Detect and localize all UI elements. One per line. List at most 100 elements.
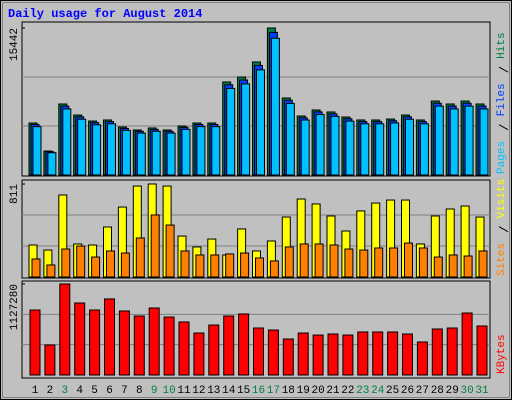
bar <box>419 123 429 176</box>
legend: KBytes <box>496 334 508 374</box>
x-tick-label: 1 <box>32 385 39 397</box>
bar <box>210 254 220 278</box>
bar <box>461 312 473 376</box>
x-tick-label: 20 <box>311 385 324 397</box>
bar <box>211 126 221 176</box>
bar <box>92 124 102 176</box>
bar <box>44 344 56 376</box>
bar <box>62 108 72 176</box>
bar <box>360 123 370 176</box>
bar <box>133 315 145 376</box>
bar <box>434 105 444 176</box>
bar <box>299 243 309 278</box>
bar <box>390 122 400 176</box>
bar <box>372 331 384 376</box>
bar <box>449 108 459 176</box>
bar <box>148 307 160 376</box>
legend: Sites Visits <box>496 179 509 276</box>
legend-separator <box>498 124 509 131</box>
bar <box>404 242 413 278</box>
x-tick-label: 31 <box>475 385 489 397</box>
chart-title: Daily usage for August 2014 <box>8 7 202 21</box>
bar <box>47 152 57 176</box>
x-tick-label: 11 <box>177 385 191 397</box>
legend-label: Files <box>496 83 508 116</box>
bar <box>193 332 205 376</box>
x-tick-label: 16 <box>252 385 265 397</box>
x-tick-label: 26 <box>401 385 414 397</box>
x-tick-label: 8 <box>136 385 143 397</box>
bar <box>150 214 160 278</box>
bar <box>416 341 428 376</box>
bar <box>118 310 130 376</box>
bar <box>29 309 41 376</box>
bar <box>151 130 161 176</box>
bar <box>240 252 250 278</box>
x-tick-label: 12 <box>192 385 205 397</box>
legend-separator <box>498 66 509 73</box>
x-tick-label: 14 <box>222 385 236 397</box>
bar <box>225 253 235 278</box>
x-tick-label: 6 <box>106 385 113 397</box>
bar <box>330 115 340 176</box>
bar <box>345 120 355 176</box>
bar <box>342 334 354 376</box>
x-tick-label: 24 <box>371 385 385 397</box>
bar <box>74 302 86 376</box>
bar <box>181 128 191 176</box>
bar <box>418 247 428 278</box>
x-tick-label: 9 <box>151 385 158 397</box>
bar <box>104 298 115 376</box>
x-tick-label: 17 <box>267 385 280 397</box>
bar <box>107 123 116 176</box>
bar <box>121 129 131 176</box>
bar <box>59 283 71 376</box>
bar <box>46 264 56 278</box>
bar <box>446 327 458 376</box>
legend-label: Hits <box>496 32 508 58</box>
bar <box>91 256 101 278</box>
x-tick-label: 15 <box>237 385 250 397</box>
legend-label: KBytes <box>496 334 508 374</box>
bar <box>433 256 443 278</box>
bar <box>312 334 324 376</box>
bar <box>77 118 87 176</box>
bar <box>285 102 295 176</box>
x-tick-label: 27 <box>416 385 429 397</box>
legend-label: Sites <box>496 243 508 276</box>
bar <box>208 324 220 376</box>
bar <box>282 338 294 376</box>
bar <box>479 108 489 176</box>
bar <box>253 327 264 376</box>
bar <box>464 105 474 176</box>
x-tick-label: 23 <box>356 385 369 397</box>
legend-label: Pages <box>496 141 508 174</box>
x-tick-label: 5 <box>91 385 98 397</box>
x-tick-label: 10 <box>162 385 175 397</box>
bar <box>135 237 145 278</box>
bar <box>223 315 235 376</box>
bar <box>89 309 101 376</box>
y-tick-label: 811 <box>9 184 21 204</box>
bar <box>136 132 146 176</box>
bar <box>76 245 86 278</box>
x-tick-label: 13 <box>207 385 220 397</box>
x-tick-label: 25 <box>386 385 399 397</box>
bar <box>431 328 443 376</box>
bar <box>178 321 190 376</box>
bar <box>267 329 279 376</box>
legend-label: Visits <box>496 179 508 219</box>
bar <box>375 123 385 176</box>
bar <box>359 249 369 278</box>
x-tick-label: 30 <box>460 385 473 397</box>
bar <box>195 254 205 278</box>
bar <box>300 119 310 176</box>
bar <box>357 331 369 376</box>
y-tick-label: 1127280 <box>9 284 21 330</box>
x-tick-label: 28 <box>431 385 444 397</box>
bar <box>284 246 294 278</box>
bar <box>269 260 279 278</box>
bar <box>389 247 399 278</box>
bar <box>327 333 339 376</box>
